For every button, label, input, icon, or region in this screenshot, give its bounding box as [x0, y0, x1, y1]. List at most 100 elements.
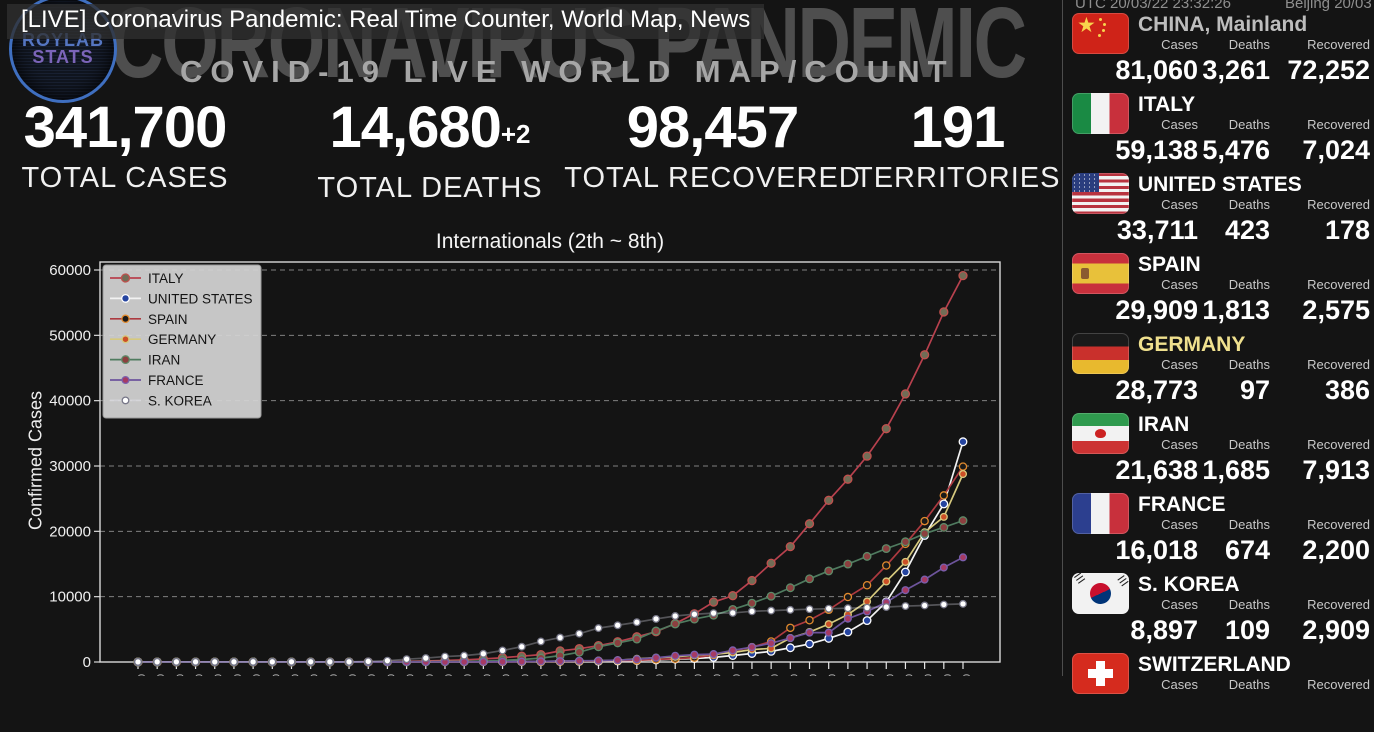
deaths-column-label: Deaths [1228, 37, 1270, 52]
country-cases-value: 16,018 [1115, 535, 1198, 565]
svg-text:02/26: 02/26 [480, 674, 491, 676]
recovered-column-label: Recovered [1307, 37, 1370, 52]
svg-text:02/24: 02/24 [442, 674, 453, 676]
country-flag [1072, 253, 1129, 294]
utc-clock: UTC 20/03/22 23:32:26 [1075, 0, 1231, 12]
svg-text:40000: 40000 [49, 393, 91, 410]
svg-text:SPAIN: SPAIN [148, 312, 188, 327]
country-name: SWITZERLAND [1138, 653, 1291, 676]
svg-text:02/28: 02/28 [519, 674, 530, 676]
country-row: FRANCE Cases Deaths Recovered 16,018 674… [1066, 492, 1370, 570]
country-name: IRAN [1138, 413, 1190, 436]
country-deaths-value: 109 [1224, 615, 1270, 645]
country-row: SWITZERLAND Cases Deaths Recovered [1066, 652, 1370, 730]
svg-text:50000: 50000 [49, 327, 91, 344]
svg-text:02/19: 02/19 [346, 674, 357, 676]
beijing-clock: Beijing 20/03 [1285, 0, 1372, 12]
country-name: ITALY [1138, 93, 1196, 116]
recovered-column-label: Recovered [1307, 597, 1370, 612]
svg-text:10000: 10000 [49, 589, 91, 606]
country-cases-value: 59,138 [1115, 135, 1198, 165]
recovered-column-label: Recovered [1307, 517, 1370, 532]
total-deaths-delta: +2 [500, 119, 531, 149]
country-cases-value: 8,897 [1130, 615, 1198, 645]
svg-text:02/18: 02/18 [327, 674, 338, 676]
country-cases-value: 29,909 [1115, 295, 1198, 325]
country-deaths-value: 3,261 [1202, 55, 1270, 85]
country-deaths-value: 674 [1224, 535, 1270, 565]
stat-territories: 191 TERRITORIES [855, 96, 1060, 195]
country-row: CHINA, Mainland Cases Deaths Recovered 8… [1066, 12, 1370, 90]
svg-text:03/11: 03/11 [749, 674, 760, 676]
svg-text:02/13: 02/13 [231, 674, 242, 676]
deaths-column-label: Deaths [1228, 277, 1270, 292]
country-name: S. KOREA [1138, 573, 1240, 596]
svg-text:03/04: 03/04 [615, 674, 626, 676]
svg-text:03/01: 03/01 [557, 674, 568, 676]
chart-plot-area: 0 10000 20000 30000 40000 50000 60000 02/08 02/0… [49, 261, 1001, 676]
svg-text:02/12: 02/12 [212, 674, 223, 676]
country-deaths-value: 5,476 [1202, 135, 1270, 165]
live-title-bar: [LIVE] Coronavirus Pandemic: Real Time C… [7, 4, 765, 39]
svg-text:03/07: 03/07 [672, 674, 683, 676]
country-name: CHINA, Mainland [1138, 13, 1308, 36]
svg-text:02/09: 02/09 [154, 674, 165, 676]
stat-total-recovered: 98,457 TOTAL RECOVERED [560, 96, 865, 195]
deaths-column-label: Deaths [1228, 437, 1270, 452]
svg-text:S. KOREA: S. KOREA [148, 393, 212, 408]
svg-text:FRANCE: FRANCE [148, 373, 204, 388]
country-recovered-value: 386 [1324, 375, 1370, 405]
country-stats-list: CHINA, Mainland Cases Deaths Recovered 8… [1066, 12, 1370, 732]
territories-label: TERRITORIES [855, 162, 1061, 194]
country-name: FRANCE [1138, 493, 1226, 516]
country-cases-value: 81,060 [1115, 55, 1198, 85]
svg-text:03/20: 03/20 [922, 674, 933, 676]
sidebar-divider [1062, 0, 1063, 676]
country-flag [1072, 493, 1129, 534]
country-flag [1072, 333, 1129, 374]
total-deaths-value: 14,680 [329, 95, 501, 160]
country-flag [1072, 573, 1129, 614]
svg-text:ITALY: ITALY [148, 271, 184, 286]
deaths-column-label: Deaths [1228, 117, 1270, 132]
country-name: UNITED STATES [1138, 173, 1302, 196]
cases-column-label: Cases [1161, 117, 1198, 132]
svg-text:03/09: 03/09 [711, 674, 722, 676]
svg-text:03/05: 03/05 [634, 674, 645, 676]
country-deaths-value: 97 [1239, 375, 1270, 405]
svg-text:03/03: 03/03 [595, 674, 606, 676]
svg-text:02/10: 02/10 [173, 674, 184, 676]
svg-text:03/13: 03/13 [787, 674, 798, 676]
country-recovered-value: 2,575 [1302, 295, 1370, 325]
svg-text:02/14: 02/14 [250, 674, 261, 676]
total-recovered-label: TOTAL RECOVERED [564, 162, 861, 194]
territories-value: 191 [910, 95, 1006, 160]
svg-text:02/20: 02/20 [365, 674, 376, 676]
svg-text:03/22: 03/22 [960, 674, 971, 676]
country-deaths-value: 423 [1224, 215, 1270, 245]
country-cases-value: 21,638 [1115, 455, 1198, 485]
country-row: UNITED STATES Cases Deaths Recovered 33,… [1066, 172, 1370, 250]
country-recovered-value: 72,252 [1287, 55, 1370, 85]
svg-text:02/25: 02/25 [461, 674, 472, 676]
logo-line2: STATS [32, 47, 94, 67]
cases-column-label: Cases [1161, 437, 1198, 452]
svg-text:03/21: 03/21 [941, 674, 952, 676]
svg-text:03/10: 03/10 [730, 674, 741, 676]
total-recovered-value: 98,457 [626, 95, 799, 160]
cases-column-label: Cases [1161, 37, 1198, 52]
country-recovered-value: 7,913 [1302, 455, 1370, 485]
country-row: SPAIN Cases Deaths Recovered 29,909 1,81… [1066, 252, 1370, 330]
cases-column-label: Cases [1161, 277, 1198, 292]
country-flag [1072, 653, 1129, 694]
svg-text:60000: 60000 [49, 262, 91, 279]
total-deaths-label: TOTAL DEATHS [317, 172, 543, 204]
country-deaths-value: 1,813 [1202, 295, 1270, 325]
svg-text:03/06: 03/06 [653, 674, 664, 676]
stat-total-cases: 341,700 TOTAL CASES [0, 96, 250, 195]
recovered-column-label: Recovered [1307, 117, 1370, 132]
country-flag [1072, 413, 1129, 454]
country-flag [1072, 13, 1129, 54]
country-recovered-value: 178 [1324, 215, 1370, 245]
svg-text:03/08: 03/08 [691, 674, 702, 676]
